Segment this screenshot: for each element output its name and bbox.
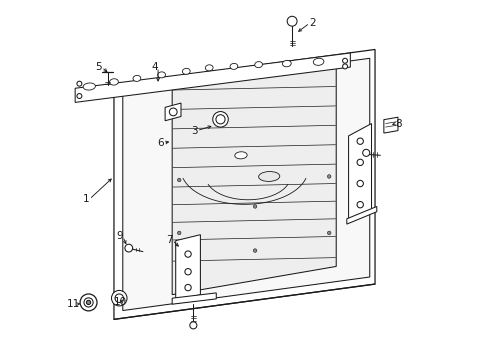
Ellipse shape bbox=[313, 58, 323, 66]
Circle shape bbox=[356, 138, 363, 144]
Ellipse shape bbox=[205, 65, 213, 71]
Circle shape bbox=[77, 81, 81, 86]
Circle shape bbox=[184, 251, 191, 257]
Text: 4: 4 bbox=[152, 62, 158, 72]
Ellipse shape bbox=[282, 60, 291, 67]
Circle shape bbox=[77, 94, 81, 99]
Circle shape bbox=[86, 300, 90, 305]
Ellipse shape bbox=[254, 62, 262, 68]
Circle shape bbox=[253, 205, 256, 208]
Circle shape bbox=[177, 178, 181, 182]
Ellipse shape bbox=[258, 171, 279, 181]
Text: 5: 5 bbox=[95, 62, 102, 72]
Circle shape bbox=[362, 149, 369, 156]
Ellipse shape bbox=[229, 63, 237, 69]
Text: 3: 3 bbox=[190, 126, 197, 136]
Circle shape bbox=[124, 244, 132, 252]
Text: 7: 7 bbox=[166, 235, 172, 245]
Circle shape bbox=[84, 298, 93, 307]
Polygon shape bbox=[348, 123, 371, 222]
Text: 9: 9 bbox=[117, 231, 123, 242]
Circle shape bbox=[342, 64, 347, 69]
Ellipse shape bbox=[234, 152, 246, 159]
Circle shape bbox=[286, 16, 296, 26]
Polygon shape bbox=[346, 207, 376, 224]
Text: 1: 1 bbox=[83, 194, 90, 204]
Text: 10: 10 bbox=[113, 297, 126, 307]
Circle shape bbox=[327, 231, 330, 235]
Polygon shape bbox=[175, 235, 200, 301]
Text: 6: 6 bbox=[157, 138, 163, 148]
Polygon shape bbox=[75, 53, 349, 102]
Circle shape bbox=[212, 112, 228, 127]
Polygon shape bbox=[165, 103, 181, 121]
Circle shape bbox=[356, 159, 363, 166]
Polygon shape bbox=[172, 58, 336, 294]
Circle shape bbox=[177, 231, 181, 235]
Circle shape bbox=[356, 180, 363, 187]
Circle shape bbox=[111, 291, 127, 306]
Circle shape bbox=[189, 322, 197, 329]
Circle shape bbox=[184, 284, 191, 291]
Circle shape bbox=[115, 294, 123, 302]
Circle shape bbox=[342, 58, 347, 63]
Polygon shape bbox=[383, 117, 397, 133]
Circle shape bbox=[216, 115, 224, 124]
Circle shape bbox=[80, 294, 97, 311]
Circle shape bbox=[169, 108, 177, 116]
Text: 2: 2 bbox=[308, 18, 315, 28]
Ellipse shape bbox=[182, 68, 190, 75]
Polygon shape bbox=[114, 49, 374, 319]
Text: 8: 8 bbox=[395, 118, 402, 129]
Ellipse shape bbox=[109, 79, 118, 85]
Circle shape bbox=[356, 202, 363, 208]
Circle shape bbox=[184, 269, 191, 275]
Ellipse shape bbox=[158, 72, 165, 78]
Polygon shape bbox=[172, 293, 216, 304]
Ellipse shape bbox=[83, 83, 95, 90]
Circle shape bbox=[253, 249, 256, 252]
Ellipse shape bbox=[133, 75, 141, 81]
Circle shape bbox=[327, 175, 330, 178]
Polygon shape bbox=[122, 58, 369, 311]
Text: 11: 11 bbox=[66, 299, 80, 309]
